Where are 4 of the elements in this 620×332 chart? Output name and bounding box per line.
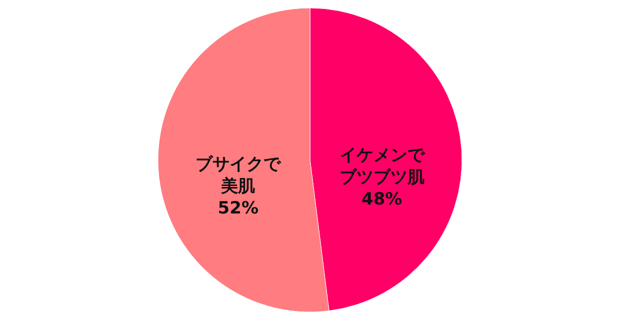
data-label: 52% bbox=[218, 198, 258, 219]
slice-label: イケメンでブツブツ肌 bbox=[339, 145, 426, 188]
data-label: 48% bbox=[362, 189, 402, 210]
slice-label: ブサイクで美肌 bbox=[196, 154, 282, 197]
